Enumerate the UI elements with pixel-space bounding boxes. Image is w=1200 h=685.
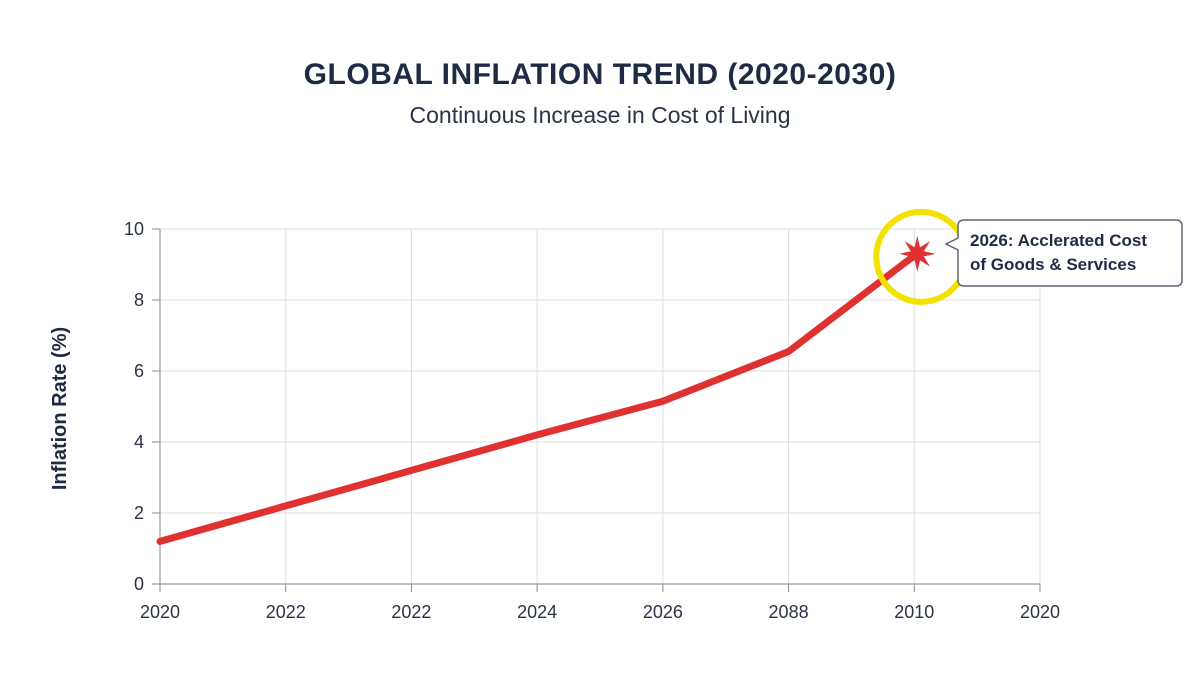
y-tick-label: 0 [134,574,144,594]
y-axis-title: Inflation Rate (%) [49,327,71,490]
y-tick-label: 2 [134,503,144,523]
callout-box [944,219,1183,287]
starburst-marker-icon [899,235,936,272]
x-tick-label: 2024 [517,602,557,622]
x-tick-label: 2020 [140,602,180,622]
x-tick-label: 2026 [643,602,683,622]
y-tick-label: 8 [134,290,144,310]
chart-title: GLOBAL INFLATION TREND (2020-2030) [303,58,897,91]
callout-text: 2026: Acclerated Cost [970,231,1147,250]
callout-text: of Goods & Services [970,255,1136,274]
chart-subtitle: Continuous Increase in Cost of Living [409,102,791,128]
x-tick-label: 2022 [391,602,431,622]
y-tick-label: 10 [124,219,144,239]
x-tick-label: 2020 [1020,602,1060,622]
x-tick-label: 2022 [266,602,306,622]
x-tick-label: 2010 [894,602,934,622]
y-tick-label: 4 [134,432,144,452]
y-tick-label: 6 [134,361,144,381]
x-tick-label: 2088 [769,602,809,622]
